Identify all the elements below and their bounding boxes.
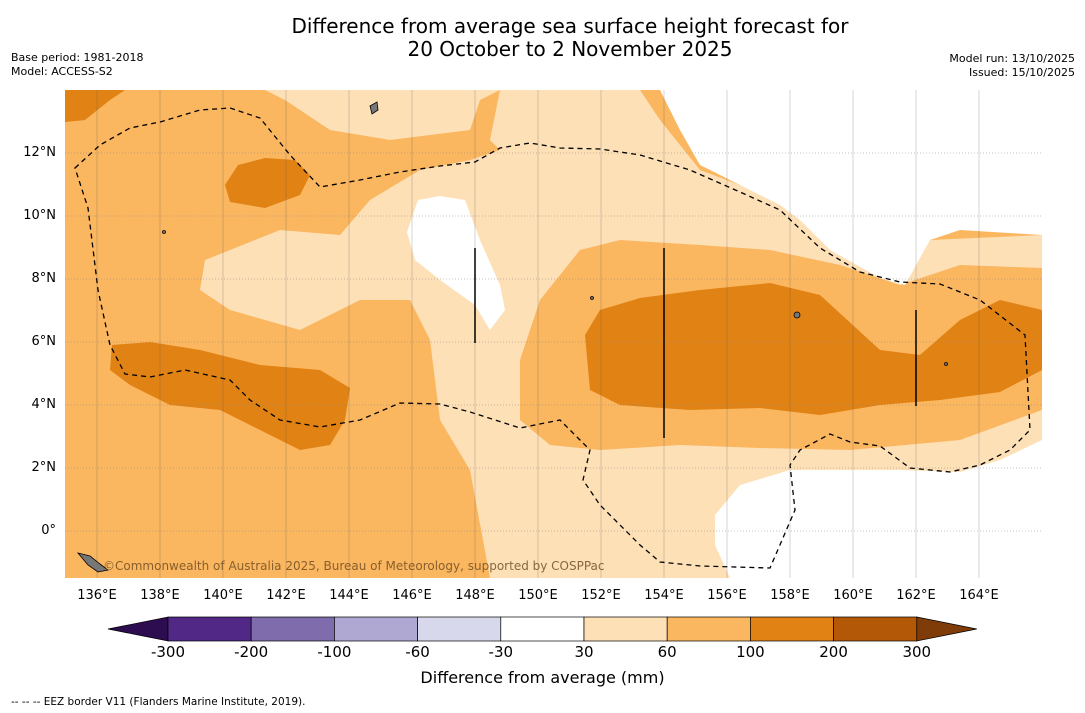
colorbar-tick-label: 30 [574, 643, 594, 661]
colorbar-segment [833, 616, 918, 642]
chart-title: Difference from average sea surface heig… [0, 15, 1085, 61]
title-line-1: Difference from average sea surface heig… [291, 14, 849, 38]
model-run: Model run: 13/10/2025 [949, 52, 1075, 65]
longitude-label: 162°E [896, 588, 936, 603]
title-line-2: 20 October to 2 November 2025 [407, 37, 733, 61]
latitude-label: 6°N [31, 334, 57, 349]
latitude-label: 0° [41, 523, 56, 538]
longitude-label: 152°E [581, 588, 621, 603]
issued-date: Issued: 15/10/2025 [968, 66, 1075, 79]
latitude-label: 4°N [31, 397, 57, 412]
colorbar-tick-label: -30 [488, 643, 514, 661]
latitude-label: 12°N [23, 145, 56, 160]
meridians [96, 90, 980, 578]
colorbar-tick-label: -200 [234, 643, 269, 661]
meta-right: Model run: 13/10/2025 Issued: 15/10/2025 [949, 52, 1075, 80]
colorbar-tick-label: -100 [317, 643, 352, 661]
colorbar-tick-label: 200 [819, 643, 848, 661]
field-100-200-east [585, 283, 1042, 415]
latitude-label: 8°N [31, 271, 57, 286]
field-100-200-north [225, 158, 310, 208]
colorbar-segment [750, 616, 834, 642]
longitude-label: 158°E [770, 588, 810, 603]
longitude-label: 150°E [518, 588, 558, 603]
longitude-label: 138°E [140, 588, 180, 603]
map-area [65, 90, 1042, 578]
eez-borders [74, 107, 1031, 569]
colorbar-segment [167, 616, 252, 642]
colorbar-extend-low [107, 616, 169, 642]
longitude-label: 146°E [392, 588, 432, 603]
colorbar-tick-label: 60 [657, 643, 677, 661]
colorbar-tick-label: -300 [150, 643, 186, 661]
meta-left: Base period: 1981-2018 Model: ACCESS-S2 [11, 51, 143, 79]
colorbar-segment [500, 616, 585, 642]
field-100-200-west [110, 342, 350, 450]
longitude-label: 142°E [266, 588, 306, 603]
colorbar-label: Difference from average (mm) [420, 668, 665, 687]
section-markers [474, 248, 917, 438]
longitude-label: 140°E [203, 588, 243, 603]
longitude-label: 156°E [707, 588, 747, 603]
field-neutral-south [715, 440, 1042, 578]
field-neutral-east [660, 90, 1042, 285]
latitude-label: 2°N [31, 460, 57, 475]
colorbar-tick-label: 100 [736, 643, 765, 661]
colorbar-segment [666, 616, 751, 642]
islands [76, 101, 948, 573]
gridlines [65, 152, 1042, 532]
base-period: Base period: 1981-2018 [11, 51, 144, 64]
field-100-200-corner [65, 90, 125, 122]
field-neutral-north [407, 196, 505, 330]
longitude-label: 164°E [959, 588, 999, 603]
colorbar-segment [334, 616, 418, 642]
colorbar-segment [417, 616, 502, 642]
eez-footnote: -- -- -- EEZ border V11 (Flanders Marine… [11, 696, 306, 708]
colorbar-tick-label: 300 [902, 643, 932, 661]
longitude-label: 154°E [644, 588, 684, 603]
longitude-label: 136°E [77, 588, 117, 603]
field-30-60-top [265, 90, 500, 140]
colorbar-extend-high [916, 616, 977, 642]
copyright-notice: ©Commonwealth of Australia 2025, Bureau … [103, 559, 605, 573]
colorbar-segment [583, 616, 668, 642]
colorbar-tick-label: -60 [405, 643, 430, 661]
colorbar-segment [250, 616, 335, 642]
latitude-label: 10°N [23, 208, 56, 223]
longitude-label: 160°E [833, 588, 873, 603]
longitude-label: 148°E [455, 588, 495, 603]
colorbar [107, 616, 977, 642]
longitude-label: 144°E [329, 588, 369, 603]
model-name: Model: ACCESS-S2 [11, 65, 113, 78]
